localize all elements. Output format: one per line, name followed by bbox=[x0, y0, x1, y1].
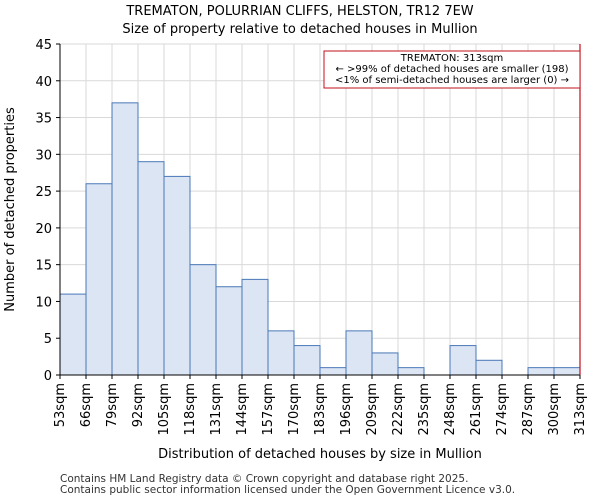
x-tick-label: 235sqm bbox=[417, 383, 432, 436]
x-axis-label: Distribution of detached houses by size … bbox=[158, 447, 482, 462]
y-axis-label: Number of detached properties bbox=[3, 107, 18, 312]
histogram-bar bbox=[345, 330, 373, 376]
x-tick-label: 79sqm bbox=[105, 383, 120, 427]
x-tick-label: 92sqm bbox=[131, 383, 146, 427]
histogram-bar bbox=[215, 286, 243, 376]
x-tick-label: 170sqm bbox=[287, 383, 302, 436]
chart-subtitle: Size of property relative to detached ho… bbox=[122, 22, 478, 37]
histogram-bar bbox=[59, 293, 87, 376]
y-tick-label: 35 bbox=[35, 112, 52, 127]
histogram-bar bbox=[397, 367, 425, 376]
x-tick-label: 261sqm bbox=[469, 383, 484, 436]
x-tick-label: 209sqm bbox=[365, 383, 380, 436]
x-tick-label: 53sqm bbox=[53, 383, 68, 427]
chart-title: TREMATON, POLURRIAN CLIFFS, HELSTON, TR1… bbox=[126, 4, 474, 19]
x-tick-label: 183sqm bbox=[313, 383, 328, 436]
x-tick-label: 274sqm bbox=[495, 383, 510, 436]
histogram-bar bbox=[553, 367, 581, 376]
histogram-bar bbox=[475, 359, 503, 376]
x-tick-label: 196sqm bbox=[339, 383, 354, 436]
annotation-box bbox=[323, 50, 581, 89]
x-tick-label: 66sqm bbox=[79, 383, 94, 427]
x-tick-label: 222sqm bbox=[391, 383, 406, 436]
y-tick-label: 5 bbox=[44, 332, 52, 347]
footer-licence: Contains public sector information licen… bbox=[60, 484, 516, 496]
histogram-bar bbox=[85, 183, 113, 376]
x-tick-label: 118sqm bbox=[183, 383, 198, 436]
x-tick-label: 248sqm bbox=[443, 383, 458, 436]
histogram-bar bbox=[371, 352, 399, 376]
histogram-bar bbox=[137, 161, 165, 376]
annotation-line: <1% of semi-detached houses are larger (… bbox=[335, 75, 569, 86]
bars bbox=[59, 102, 581, 376]
x-tick-label: 157sqm bbox=[261, 383, 276, 436]
y-tick-label: 40 bbox=[35, 75, 52, 90]
y-tick-label: 30 bbox=[35, 148, 52, 163]
y-tick-label: 15 bbox=[35, 259, 52, 274]
y-tick-label: 0 bbox=[44, 369, 52, 384]
annotation-line: TREMATON: 313sqm bbox=[400, 53, 503, 64]
x-tick-label: 313sqm bbox=[573, 383, 588, 436]
histogram-bar bbox=[267, 330, 295, 376]
x-tick-label: 131sqm bbox=[209, 383, 224, 436]
histogram-bar bbox=[241, 278, 269, 376]
histogram-bar bbox=[189, 264, 217, 376]
x-tick-label: 287sqm bbox=[521, 383, 536, 436]
property-marker: TREMATON: 313sqm← >99% of detached house… bbox=[323, 44, 581, 375]
histogram-bar bbox=[293, 345, 321, 376]
histogram-bar bbox=[527, 367, 555, 376]
x-tick-label: 300sqm bbox=[547, 383, 562, 436]
y-tick-label: 20 bbox=[35, 222, 52, 237]
y-tick-label: 25 bbox=[35, 185, 52, 200]
histogram-bar bbox=[319, 367, 347, 376]
x-tick-label: 105sqm bbox=[157, 383, 172, 436]
histogram-bar bbox=[163, 175, 191, 376]
histogram-bar bbox=[449, 345, 477, 376]
y-tick-label: 10 bbox=[35, 295, 52, 310]
axes: 0 5 10 15 20 25 30 35 40 45 53sqm 66sqm 79sqm 92sqm 10… bbox=[3, 38, 588, 462]
footer-copyright: Contains HM Land Registry data © Crown c… bbox=[60, 473, 469, 485]
y-tick-label: 45 bbox=[35, 38, 52, 53]
annotation-line: ← >99% of detached houses are smaller (1… bbox=[335, 64, 568, 75]
x-tick-label: 144sqm bbox=[235, 383, 250, 436]
histogram-bar bbox=[111, 102, 139, 376]
